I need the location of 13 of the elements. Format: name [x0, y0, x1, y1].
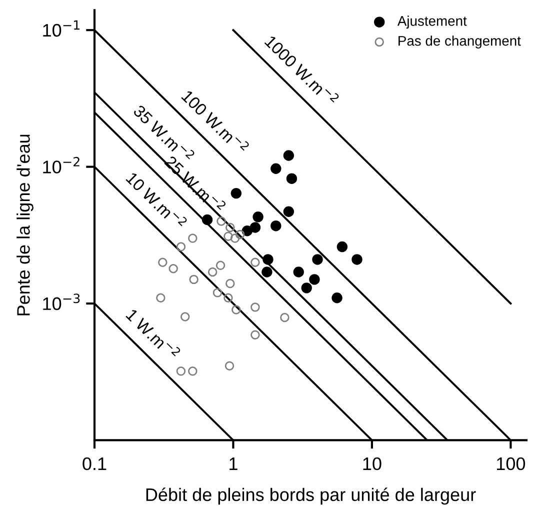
x-tick-label: 10: [363, 457, 382, 470]
y-axis-title: Pente de la ligne d'eau: [16, 134, 34, 316]
y-tick-label: 10$^{−2}$: [43, 156, 80, 174]
legend-label: Pas de changement: [398, 36, 521, 49]
text: 1000 W.m$^{−2}$: [264, 32, 340, 108]
x-axis-title: Débit de pleins bords par unité de largeur: [146, 488, 476, 505]
legend-label: Ajustement: [397, 16, 467, 29]
x-tick-label: 0.1: [82, 457, 106, 470]
x-tick-label: 1: [230, 458, 238, 470]
y-tick-label: 10$^{−3}$: [43, 294, 80, 310]
y-tick-label: 10$^{−1}$: [43, 20, 80, 37]
x-tick-label: 100: [497, 457, 526, 470]
text: 1 W.m$^{−2}$: [126, 306, 182, 361]
